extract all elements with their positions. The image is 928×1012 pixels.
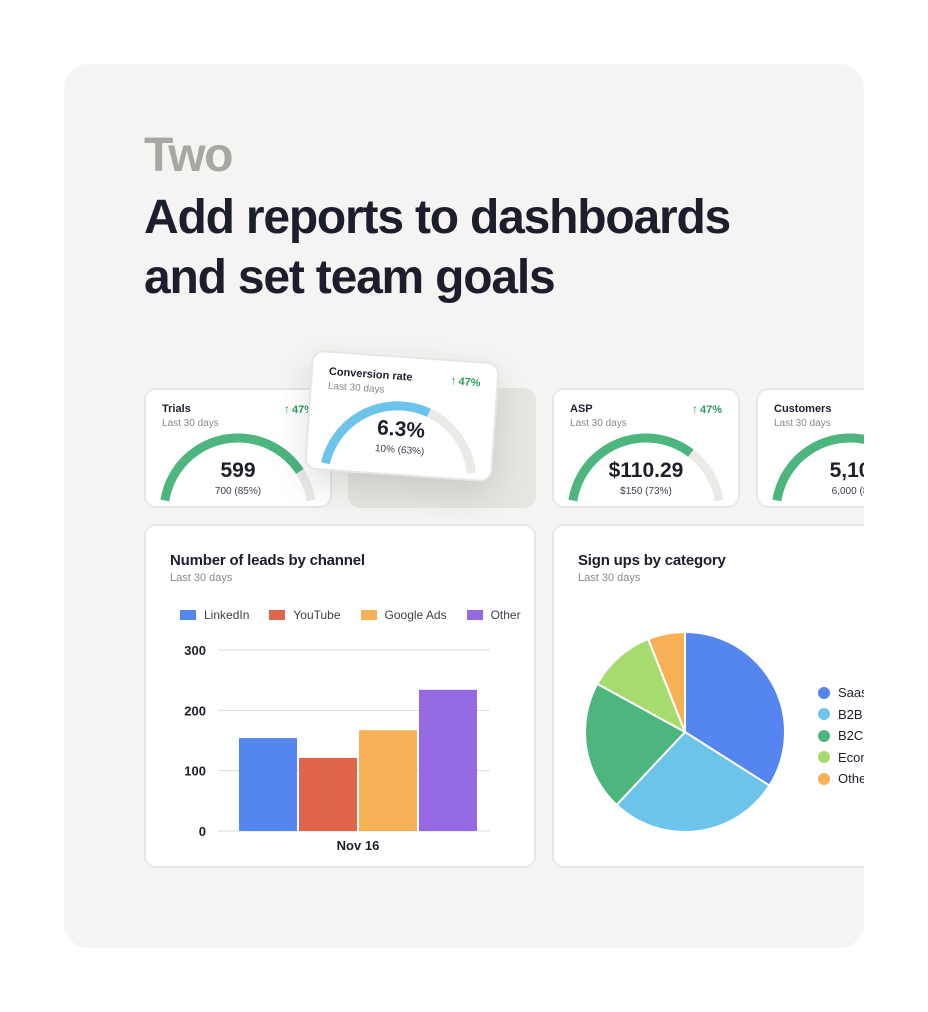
legend-dot [818,772,830,785]
arrow-up-icon: ↑ [283,402,290,416]
kpi-card-conversion-dragging[interactable]: Conversion rate Last 30 days ↑47% 6.3% 1… [304,349,500,483]
pie-legend: Saas B2B B2C Ecom Other [818,682,864,790]
bar-youtube [299,757,357,831]
legend-label: LinkedIn [204,608,250,622]
bar-chart: 0 100 200 300 Nov 16 [184,643,490,853]
legend-item[interactable]: B2B [818,704,864,726]
kpi-gauge [568,433,724,502]
y-tick-label: 200 [184,703,206,718]
legend-label: B2C [838,728,864,744]
pie-slice-ecom [596,637,687,735]
pie-slice-b2c [584,682,687,807]
chart-legend: LinkedIn YouTube Google Ads Other [180,608,521,622]
legend-item[interactable]: B2C [818,725,864,747]
chart-title: Sign ups by category [578,552,726,569]
kpi-subtitle: Last 30 days [774,418,831,429]
legend-item[interactable]: Google Ads [360,608,447,622]
legend-label: Other [490,608,521,622]
legend-swatch [180,610,196,620]
legend-item[interactable]: Other [818,768,864,790]
gauge-fill [772,433,864,502]
signups-chart-card[interactable]: Sign ups by category Last 30 days Saas B… [552,524,864,868]
legend-label: YouTube [293,608,341,622]
legend-swatch [360,610,377,620]
step-eyebrow: Two [144,129,233,182]
kpi-title: ASP [570,403,593,415]
legend-label: Google Ads [384,608,447,622]
leads-chart-card[interactable]: Number of leads by channel Last 30 days … [144,524,536,868]
legend-swatch [466,610,483,620]
kpi-subtitle: Last 30 days [570,418,627,429]
chart-subtitle: Last 30 days [578,572,641,584]
kpi-gauge [160,433,316,502]
kpi-goal: 6,000 (8 [831,486,864,497]
bar-other [419,689,477,831]
feature-panel: Two Add reports to dashboards and set te… [64,64,864,948]
kpi-value: 599 [220,459,256,482]
chart-subtitle: Last 30 days [170,572,233,584]
legend-dot [818,729,830,742]
legend-item[interactable]: LinkedIn [180,608,249,622]
bar-google-ads [359,730,417,831]
y-tick-label: 0 [199,824,206,839]
legend-label: Ecom [838,749,864,765]
kpi-goal: 700 (85%) [214,486,262,497]
kpi-delta: ↑47% [692,402,722,416]
kpi-gauge [321,401,476,474]
arrow-up-icon: ↑ [691,402,698,416]
kpi-gauge [772,433,864,502]
page-title: Add reports to dashboards and set team g… [144,191,731,304]
kpi-value: $110.29 [608,459,684,482]
kpi-delta-value: 47% [699,404,722,416]
gauge-fill [160,433,304,502]
chart-title: Number of leads by channel [170,552,365,569]
legend-dot [818,708,830,721]
kpi-value: 5,10 [829,459,864,482]
legend-item[interactable]: YouTube [269,608,341,622]
legend-item[interactable]: Other [466,608,521,622]
gauge-fill [568,433,694,502]
kpi-subtitle: Last 30 days [162,418,219,429]
legend-item[interactable]: Saas [818,682,864,704]
pie-slice-b2b [615,730,771,833]
y-tick-label: 100 [184,764,206,779]
kpi-card-customers[interactable]: Customers Last 30 days 5,10 6,000 (8 [756,388,864,508]
kpi-title: Trials [162,403,191,415]
legend-item[interactable]: Ecom [818,747,864,769]
legend-label: Saas [838,685,864,701]
pie-slice-other [646,630,686,733]
x-tick-label: Nov 16 [337,838,380,853]
y-tick-label: 300 [184,643,206,658]
kpi-goal: $150 (73%) [620,486,672,497]
legend-label: B2B [838,706,863,722]
bar-linkedin [239,738,297,831]
gauge-fill [321,401,431,465]
kpi-card-trials[interactable]: Trials Last 30 days ↑ 47% 599 700 (85%) [144,388,332,508]
kpi-card-asp[interactable]: ASP Last 30 days ↑ 47% $110.29 $150 (73%) [552,388,740,508]
legend-dot [818,686,830,699]
legend-label: Other [838,771,864,787]
legend-dot [818,751,830,764]
legend-swatch [269,610,286,620]
kpi-title: Customers [774,403,832,415]
pie-chart [584,630,786,833]
